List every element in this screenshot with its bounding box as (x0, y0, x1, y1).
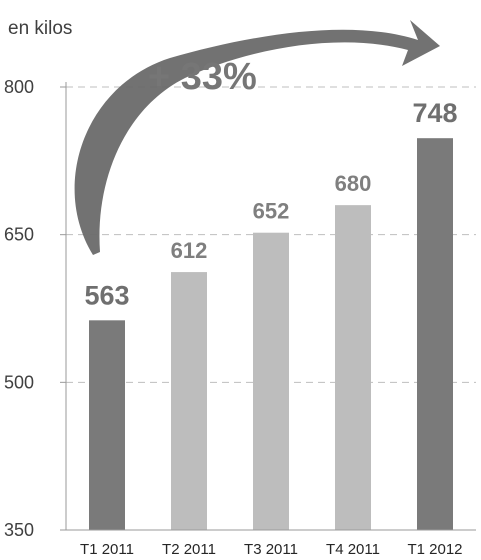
x-tick-label: T2 2011 (162, 541, 216, 558)
bar-t1-2011 (89, 320, 125, 530)
growth-annotation: + 33% (148, 56, 257, 98)
value-label: 612 (171, 238, 208, 263)
growth-arrow (74, 20, 440, 255)
value-label: 748 (412, 98, 457, 128)
y-axis: 350 500 650 800 (4, 77, 67, 540)
x-tick-label: T3 2011 (244, 541, 298, 558)
y-tick-label: 350 (4, 520, 34, 540)
bar-t4-2011 (335, 205, 371, 530)
bars (89, 138, 453, 531)
bar-t2-2011 (171, 272, 207, 530)
value-label: 563 (84, 280, 129, 310)
value-labels: 563 612 652 680 748 (84, 98, 457, 310)
x-tick-label: T1 2012 (407, 541, 462, 558)
bar-t3-2011 (253, 232, 289, 530)
x-tick-label: T1 2011 (80, 541, 134, 558)
y-tick-label: 800 (4, 77, 34, 97)
bar-t1-2012 (417, 138, 453, 531)
y-tick-label: 500 (4, 372, 34, 392)
x-axis: T1 2011 T2 2011 T3 2011 T4 2011 T1 2012 (66, 529, 476, 558)
unit-label: en kilos (8, 18, 72, 39)
value-label: 652 (253, 199, 290, 224)
growth-arrow-shape (74, 20, 440, 255)
y-tick-label: 650 (4, 225, 34, 245)
x-tick-label: T4 2011 (326, 541, 380, 558)
value-label: 680 (335, 171, 372, 196)
